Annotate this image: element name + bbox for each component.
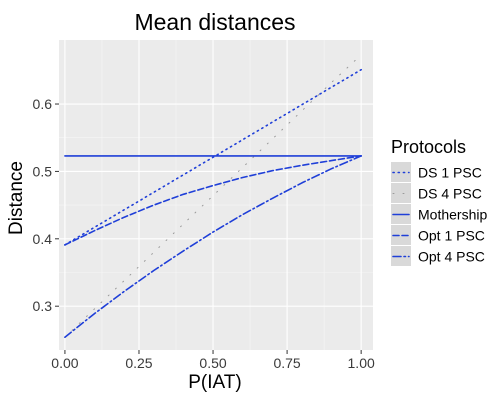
x-tick-label: 0.50 <box>199 355 226 371</box>
x-axis-title: P(IAT) <box>188 372 241 393</box>
legend: Protocols DS 1 PSC DS 4 PSC Mothership Opt … <box>391 137 487 266</box>
legend-key-background <box>391 225 411 245</box>
legend-title: Protocols <box>391 137 466 157</box>
y-tick-label: 0.5 <box>33 163 53 179</box>
y-axis-title: Distance <box>6 161 27 235</box>
legend-label: Opt 4 PSC <box>418 249 485 265</box>
legend-label: Opt 1 PSC <box>418 228 485 244</box>
series-line-ds-1-psc <box>64 68 363 246</box>
x-tick-label: 0.75 <box>273 355 300 371</box>
legend-label: DS 1 PSC <box>418 165 482 181</box>
legend-label: DS 4 PSC <box>418 186 482 202</box>
legend-label: Mothership <box>418 207 487 223</box>
x-tick-label: 1.00 <box>348 355 375 371</box>
series-line-ds-4-psc <box>64 54 362 338</box>
y-tick-label: 0.4 <box>33 231 53 247</box>
chart-title: Mean distances <box>134 9 295 35</box>
y-tick-label: 0.6 <box>33 96 53 112</box>
x-tick-label: 0.00 <box>51 355 78 371</box>
series-line-opt-1-psc <box>64 155 363 246</box>
series-lines <box>64 54 363 339</box>
x-axis-ticks: 0.00 0.25 0.50 0.75 1.00 <box>51 350 375 371</box>
major-gridlines <box>59 40 373 350</box>
legend-key-background <box>391 183 411 203</box>
legend-key-background <box>391 162 411 182</box>
series-line-opt-4-psc <box>64 155 363 339</box>
y-tick-label: 0.3 <box>33 298 53 314</box>
x-tick-label: 0.25 <box>125 355 152 371</box>
plot-panel <box>59 40 373 350</box>
y-axis-ticks: 0.3 0.4 0.5 0.6 <box>33 96 59 314</box>
